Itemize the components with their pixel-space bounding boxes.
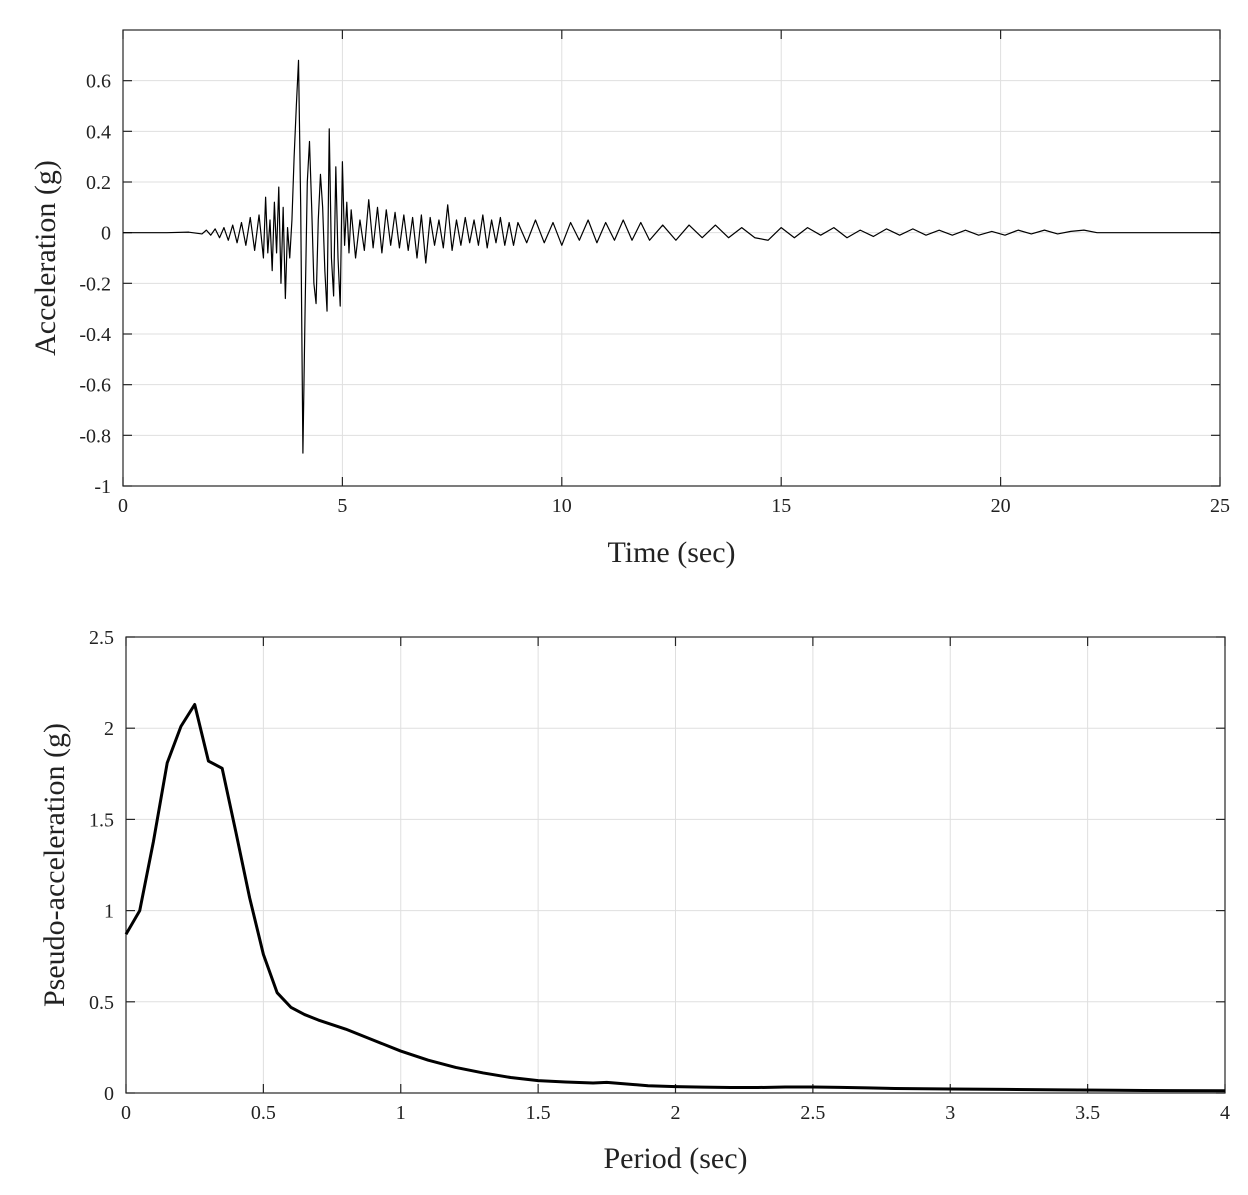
time-history-grid: [123, 30, 1220, 486]
response-spectrum-y-tick-label: 0.5: [89, 992, 114, 1014]
response-spectrum-grid: [126, 637, 1225, 1093]
response-spectrum-chart: 0 0.5 1 1.5 2 2.5 3 3.5 4 0 0.5 1 1.5 2 2.5 Period (se…: [38, 627, 1230, 1175]
time-history-x-tick-label: 0: [118, 495, 128, 517]
response-spectrum-y-tick-label: 1: [104, 901, 114, 923]
time-history-y-axis-label: Acceleration (g): [29, 160, 62, 356]
response-spectrum-x-tick-label: 0.5: [251, 1102, 276, 1124]
time-history-y-tick-label: -0.6: [79, 375, 111, 397]
time-history-x-tick-label: 5: [337, 495, 347, 517]
response-spectrum-x-tick-label: 1.5: [526, 1102, 551, 1124]
response-spectrum-x-tick-label: 4: [1220, 1102, 1230, 1124]
response-spectrum-y-tick-label: 0: [104, 1083, 114, 1105]
time-history-y-tick-label: -0.8: [79, 425, 111, 447]
time-history-y-tick-label: 0: [101, 223, 111, 245]
time-history-y-tick-label: 0.6: [86, 71, 111, 93]
response-spectrum-y-tick-label: 2.5: [89, 627, 114, 649]
response-spectrum-y-tick-label: 1.5: [89, 809, 114, 831]
time-history-x-tick-label: 25: [1210, 495, 1230, 517]
response-spectrum-y-tick-label: 2: [104, 718, 114, 740]
pseudo-acceleration-series-line: [124, 702, 1226, 1093]
time-history-plot-frame: [122, 29, 1221, 487]
response-spectrum-x-axis-label: Period (sec): [603, 1142, 747, 1175]
time-history-y-tick-label: 0.2: [86, 172, 111, 194]
response-spectrum-y-axis-label: Pseudo-acceleration (g): [38, 723, 71, 1007]
time-history-ticks: 0 5 10 15 20 25 -1 -0.8 -0.6 -0.4 -0.2 0 0.2 0.4 0.6: [79, 30, 1230, 517]
acceleration-series-line: [123, 59, 1220, 454]
time-history-x-axis-label: Time (sec): [607, 536, 735, 569]
time-history-x-tick-label: 20: [991, 495, 1011, 517]
response-spectrum-x-tick-label: 0: [121, 1102, 131, 1124]
response-spectrum-x-tick-label: 2: [671, 1102, 681, 1124]
response-spectrum-x-tick-label: 3: [945, 1102, 955, 1124]
response-spectrum-x-tick-label: 1: [396, 1102, 406, 1124]
time-history-x-tick-label: 10: [552, 495, 572, 517]
time-history-y-tick-label: -0.4: [79, 324, 111, 346]
time-history-x-tick-label: 15: [771, 495, 791, 517]
time-history-y-tick-label: -0.2: [79, 273, 111, 295]
response-spectrum-ticks: 0 0.5 1 1.5 2 2.5 3 3.5 4 0 0.5 1 1.5 2 2.5: [89, 627, 1230, 1124]
response-spectrum-x-tick-label: 2.5: [800, 1102, 825, 1124]
time-history-chart: 0 5 10 15 20 25 -1 -0.8 -0.6 -0.4 -0.2 0 0.2 0.4 0.6 T…: [29, 29, 1230, 569]
response-spectrum-x-tick-label: 3.5: [1075, 1102, 1100, 1124]
time-history-y-tick-label: -1: [94, 476, 111, 498]
time-history-y-tick-label: 0.4: [86, 121, 111, 143]
